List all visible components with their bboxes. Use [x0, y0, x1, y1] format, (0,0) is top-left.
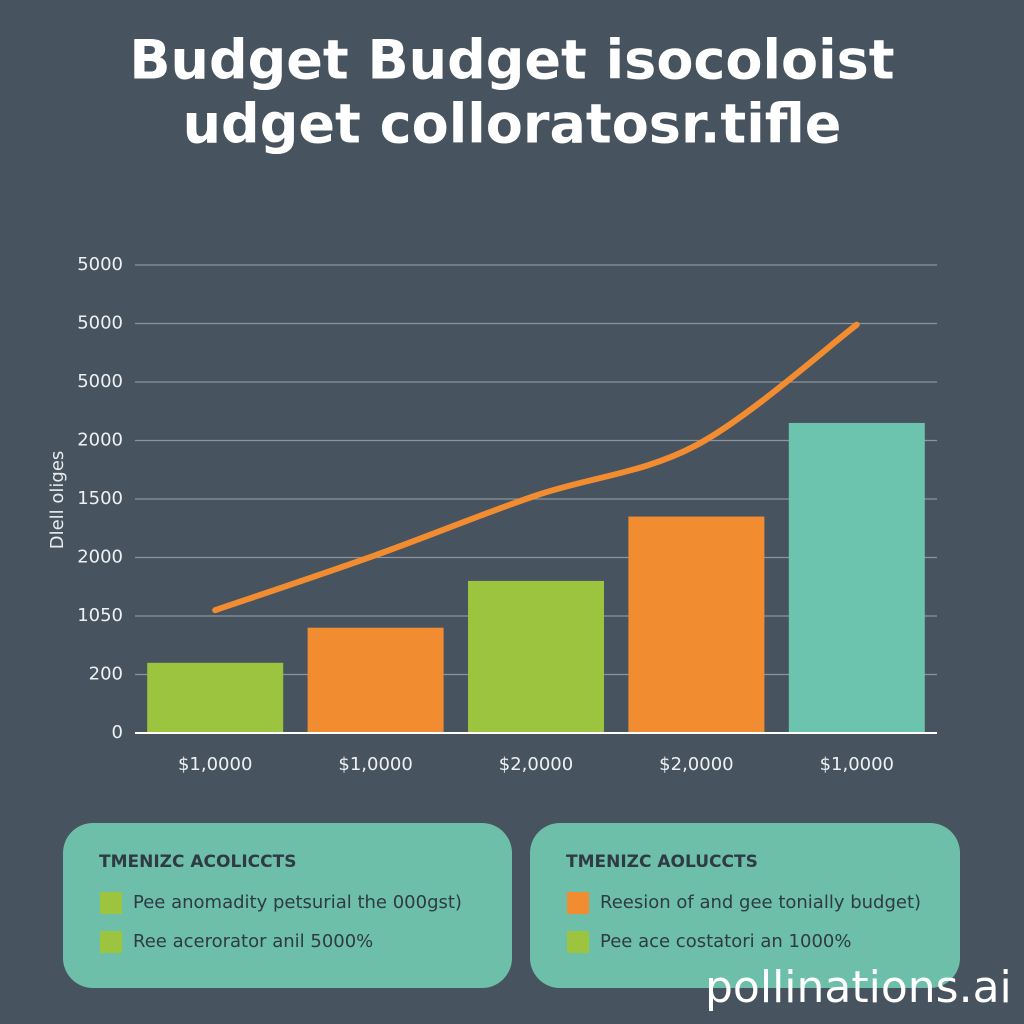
x-tick-label: $2,0000 [499, 754, 573, 775]
x-tick-label: $1,0000 [820, 754, 894, 775]
y-tick-label: 2000 [77, 547, 123, 568]
x-tick-label: $1,0000 [338, 754, 412, 775]
bar [307, 627, 444, 733]
legend-swatch [100, 892, 122, 914]
y-tick-label: 200 [89, 664, 123, 685]
panel-title: TMENIZC AOLUCCTS [566, 852, 758, 872]
legend-text: Pee anomadity petsurial the 000gst) [133, 892, 462, 913]
chart-title: Budget Budget isocoloist [129, 29, 894, 92]
y-tick-label: 5000 [77, 313, 123, 334]
trend-line [212, 321, 860, 614]
legend-swatch [567, 892, 589, 914]
legend-panel [63, 823, 512, 988]
bar [468, 580, 604, 733]
legend-swatch [567, 931, 589, 953]
chart-title: udget colloratosr.tifle [183, 93, 842, 156]
x-tick-label: $2,0000 [659, 754, 733, 775]
legend-panel [530, 823, 960, 988]
legend-text: Ree acerorator anil 5000% [133, 931, 373, 952]
bar [147, 662, 284, 733]
y-tick-label: 5000 [77, 254, 123, 275]
y-tick-label: 1050 [77, 605, 123, 626]
y-axis-label: Dlell oliges [47, 451, 68, 550]
legend-swatch [100, 931, 122, 953]
y-tick-label: 5000 [77, 371, 123, 392]
bar [628, 516, 765, 733]
x-tick-label: $1,0000 [178, 754, 252, 775]
panel-title: TMENIZC ACOLICCTS [99, 852, 296, 872]
legend-text: Reesion of and gee tonially budget) [600, 892, 921, 913]
watermark: pollinations.ai [705, 962, 1012, 1013]
y-tick-label: 0 [112, 722, 123, 743]
y-tick-label: 2000 [77, 430, 123, 451]
legend-text: Pee ace costatori an 1000% [600, 931, 851, 952]
y-tick-label: 1500 [77, 488, 123, 509]
bar [788, 422, 925, 733]
